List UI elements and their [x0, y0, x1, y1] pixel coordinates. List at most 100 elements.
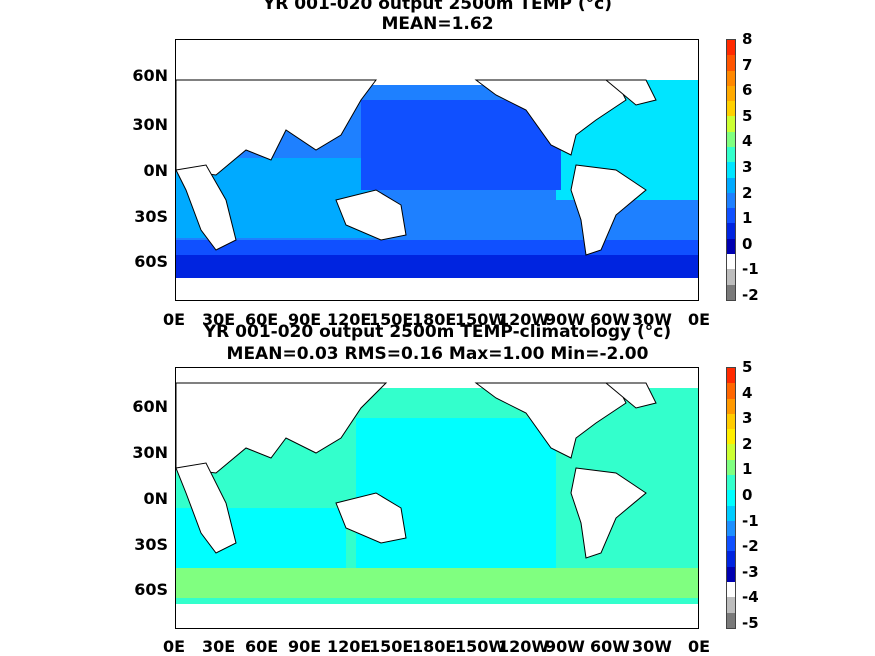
bottom-lat-label: 60S: [134, 580, 168, 599]
top-colorbar-tick-label: 2: [742, 183, 753, 202]
top-colorbar-tick-label: 3: [742, 158, 753, 176]
top-lon-label: 150W: [455, 310, 507, 329]
top-colorbar-tick-label: 8: [742, 30, 753, 48]
bottom-lat-label: 0N: [143, 489, 168, 508]
bottom-colorbar-segment: [727, 429, 735, 445]
top-colorbar-segment: [727, 85, 735, 102]
top-south-band2: [176, 255, 698, 280]
top-map-svg: [176, 40, 698, 300]
bottom-lon-label: 0E: [688, 637, 711, 656]
bottom-lon-label: 60E: [245, 637, 279, 656]
top-colorbar-segment: [727, 131, 735, 147]
bottom-colorbar-segment: [727, 398, 735, 414]
top-colorbar-segment: [727, 238, 735, 254]
bottom-colorbar-segment: [727, 566, 735, 582]
top-colorbar-segment: [727, 70, 735, 86]
bottom-africa: [176, 462, 237, 554]
top-colorbar-segment: [727, 223, 735, 239]
bottom-lon-label: 0E: [163, 637, 186, 656]
top-colorbar-segment: [727, 253, 735, 270]
top-lon-label: 150E: [369, 310, 414, 329]
bottom-map-svg: [176, 368, 698, 628]
bottom-antarctica: [176, 604, 698, 628]
top-lon-label: 90E: [288, 310, 322, 329]
top-colorbar-segment: [727, 162, 735, 178]
bottom-title-line1: YR 001-020 output 2500m TEMP-climatology…: [203, 322, 672, 342]
top-lat-label: 60S: [134, 252, 168, 271]
bottom-lat-label: 30S: [134, 535, 168, 554]
top-lat-label: 30S: [134, 207, 168, 226]
bottom-lon-label: 150W: [455, 637, 507, 656]
bottom-colorbar-tick-label: -4: [742, 588, 759, 607]
top-colorbar-segment: [727, 146, 735, 163]
bottom-colorbar-segment: [727, 383, 735, 399]
top-south-america: [570, 164, 647, 256]
bottom-lon-label: 60W: [590, 637, 630, 656]
bottom-colorbar-segment: [727, 413, 735, 430]
bottom-colorbar-segment: [727, 551, 735, 567]
bottom-continents: [176, 382, 657, 559]
top-title-line2: MEAN=1.62: [381, 14, 494, 34]
bottom-south-band: [176, 568, 698, 598]
top-colorbar-tick-label: -1: [742, 260, 759, 279]
bottom-lon-label: 120W: [498, 637, 550, 656]
top-lon-label: 180E: [412, 310, 457, 329]
bottom-colorbar-segment: [727, 444, 735, 460]
bottom-colorbar-tick-label: 0: [742, 486, 753, 504]
top-lon-label: 120E: [327, 310, 372, 329]
top-colorbar-segment: [727, 284, 735, 300]
top-colorbar-segment: [727, 40, 735, 56]
bottom-australia: [335, 492, 407, 544]
top-colorbar-segment: [727, 208, 735, 224]
bottom-colorbar-tick-label: -3: [742, 562, 759, 581]
bottom-colorbar-tick-label: -2: [742, 537, 759, 556]
bottom-colorbar-tick-label: 1: [742, 460, 753, 479]
top-africa: [176, 164, 237, 251]
top-colorbar-segment: [727, 192, 735, 209]
top-colorbar: [726, 39, 736, 301]
top-continents: [176, 79, 657, 256]
top-greenland: [604, 79, 657, 106]
bottom-map: [175, 367, 699, 629]
top-colorbar-tick-label: 4: [742, 132, 753, 151]
bottom-colorbar-tick-label: 5: [742, 358, 753, 376]
top-lat-label: 30N: [132, 115, 168, 134]
top-lon-label: 30E: [202, 310, 236, 329]
bottom-lon-label: 90W: [545, 637, 585, 656]
top-lon-label: 0E: [688, 310, 711, 329]
bottom-lon-label: 150E: [369, 637, 414, 656]
top-colorbar-segment: [727, 116, 735, 132]
top-colorbar-tick-label: -2: [742, 286, 759, 304]
top-lon-label: 120W: [498, 310, 550, 329]
bottom-colorbar-segment: [727, 368, 735, 384]
top-lon-label: 90W: [545, 310, 585, 329]
bottom-colorbar-tick-label: 4: [742, 383, 753, 402]
top-antarctica: [176, 278, 698, 300]
bottom-south-america: [570, 467, 647, 559]
top-colorbar-tick-label: 5: [742, 106, 753, 125]
bottom-colorbar-segment: [727, 536, 735, 552]
bottom-colorbar-tick-label: -5: [742, 614, 759, 632]
top-colorbar-tick-label: 6: [742, 81, 753, 100]
top-arctic: [176, 40, 698, 85]
bottom-lat-label: 30N: [132, 443, 168, 462]
bottom-colorbar-segment: [727, 505, 735, 521]
bottom-colorbar-segment: [727, 474, 735, 491]
bottom-colorbar-segment: [727, 520, 735, 537]
bottom-colorbar-segment: [727, 597, 735, 613]
bottom-lon-label: 30E: [202, 637, 236, 656]
top-colorbar-segment: [727, 177, 735, 193]
top-colorbar-segment: [727, 269, 735, 285]
bottom-colorbar-segment: [727, 612, 735, 628]
bottom-greenland: [604, 382, 657, 409]
top-lon-label: 60W: [590, 310, 630, 329]
bottom-colorbar: [726, 367, 736, 629]
top-australia: [335, 189, 407, 241]
top-lat-label: 0N: [143, 161, 168, 180]
bottom-colorbar-segment: [727, 490, 735, 506]
bottom-lon-label: 30W: [632, 637, 672, 656]
top-colorbar-tick-label: 0: [742, 234, 753, 253]
bottom-lat-label: 60N: [132, 397, 168, 416]
top-map: [175, 39, 699, 301]
bottom-lon-label: 180E: [412, 637, 457, 656]
